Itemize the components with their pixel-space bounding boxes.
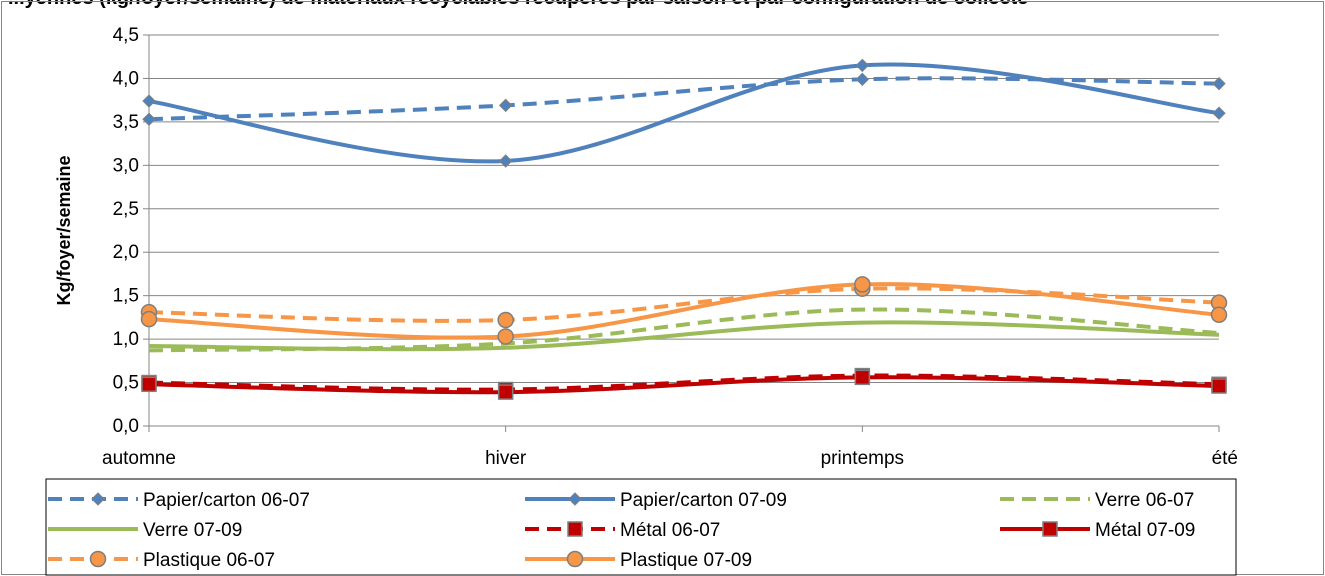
legend-item: Plastique 07-09 bbox=[525, 550, 752, 571]
series-3 bbox=[148, 320, 1220, 352]
series-line bbox=[148, 320, 1220, 352]
x-tick-label: été bbox=[1212, 448, 1238, 469]
legend-marker bbox=[566, 550, 584, 568]
data-point bbox=[142, 112, 156, 126]
data-point bbox=[854, 369, 871, 386]
series-1 bbox=[142, 58, 1226, 168]
series-line bbox=[148, 286, 1220, 323]
x-tick-label: hiver bbox=[485, 448, 527, 469]
data-point bbox=[855, 58, 870, 73]
legend-label: Plastique 06-07 bbox=[143, 550, 275, 571]
legend-marker bbox=[89, 550, 107, 568]
x-tick-label: automne bbox=[102, 448, 176, 469]
series-line bbox=[148, 375, 1220, 395]
legend-item: Papier/carton 07-09 bbox=[525, 490, 787, 511]
series-line bbox=[148, 282, 1220, 340]
data-point bbox=[142, 94, 156, 108]
data-point bbox=[1211, 378, 1227, 394]
legend-item: Plastique 06-07 bbox=[48, 550, 275, 571]
legend-label: Papier/carton 06-07 bbox=[143, 490, 310, 511]
legend-item: Métal 06-07 bbox=[525, 520, 720, 541]
y-tick-label: 3,5 bbox=[113, 112, 139, 133]
y-axis-title: Kg/foyer/semaine bbox=[54, 155, 74, 305]
legend-item: Verre 06-07 bbox=[1000, 490, 1194, 511]
legend-label: Verre 06-07 bbox=[1095, 490, 1194, 511]
legend-label: Métal 06-07 bbox=[620, 520, 720, 541]
legend-marker bbox=[567, 521, 583, 537]
legend-label: Plastique 07-09 bbox=[620, 550, 752, 571]
data-point bbox=[497, 384, 514, 400]
legend-marker bbox=[1042, 521, 1058, 537]
legend-label: Papier/carton 07-09 bbox=[620, 490, 787, 511]
y-tick-label: 1,0 bbox=[113, 329, 139, 350]
x-tick-label: printemps bbox=[821, 448, 904, 469]
series-7 bbox=[140, 276, 1228, 345]
series-line bbox=[148, 76, 1220, 122]
legend-marker bbox=[568, 492, 582, 506]
y-tick-label: 2,0 bbox=[113, 242, 139, 263]
data-point bbox=[1210, 306, 1228, 324]
data-point bbox=[1212, 76, 1226, 91]
y-tick-label: 3,0 bbox=[113, 155, 139, 176]
legend-item: Métal 07-09 bbox=[1000, 520, 1195, 541]
data-point bbox=[498, 154, 513, 168]
data-point bbox=[497, 328, 514, 345]
y-tick-label: 0,0 bbox=[113, 416, 139, 437]
legend-item: Papier/carton 06-07 bbox=[48, 490, 310, 511]
data-point bbox=[140, 310, 158, 328]
y-tick-label: 4,0 bbox=[113, 68, 139, 89]
legend-item: Verre 07-09 bbox=[48, 520, 242, 541]
series-5 bbox=[141, 369, 1227, 400]
data-point bbox=[854, 276, 871, 293]
y-tick-label: 2,5 bbox=[113, 199, 139, 220]
y-tick-label: 0,5 bbox=[113, 373, 139, 394]
y-tick-label: 1,5 bbox=[113, 286, 139, 307]
data-point bbox=[1212, 106, 1226, 120]
data-point bbox=[855, 72, 870, 87]
legend-label: Verre 07-09 bbox=[143, 520, 242, 541]
legend-label: Métal 07-09 bbox=[1095, 520, 1195, 541]
chart-title: ...yennes (kg/foyer/semaine) de matériau… bbox=[8, 0, 1028, 10]
series-line bbox=[148, 62, 1220, 164]
data-point bbox=[498, 98, 513, 113]
series-6 bbox=[140, 280, 1228, 329]
y-tick-label: 4,5 bbox=[113, 25, 139, 46]
data-point bbox=[497, 311, 514, 329]
data-point bbox=[141, 376, 157, 393]
legend-marker bbox=[91, 492, 105, 506]
series-0 bbox=[142, 72, 1226, 126]
